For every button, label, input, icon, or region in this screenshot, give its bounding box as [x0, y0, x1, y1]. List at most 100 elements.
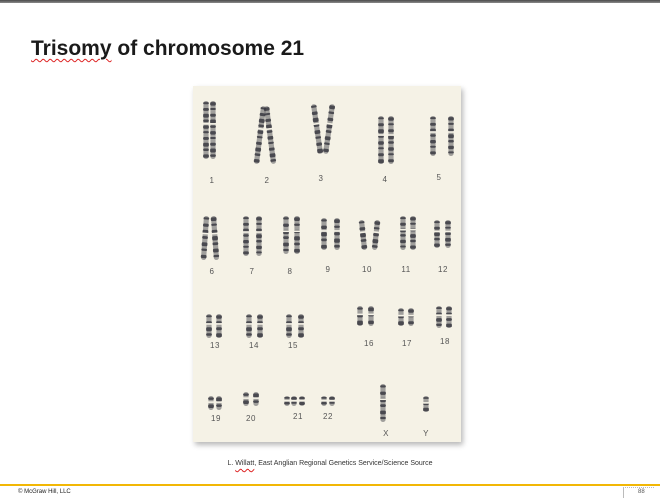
chromatid — [444, 220, 452, 248]
caption-author: Willatt — [235, 460, 255, 467]
chromatid — [207, 396, 215, 410]
footer-accent-bar — [0, 484, 660, 486]
chromatid — [367, 306, 375, 326]
chromatid — [429, 116, 437, 156]
chromosome-pair-14 — [245, 314, 264, 338]
chromosome-label-9: 9 — [326, 265, 331, 274]
chromosome-pair-3 — [310, 104, 336, 154]
top-border — [0, 0, 660, 3]
title-rest: of chromosome 21 — [111, 37, 305, 60]
chromosome-label-22: 22 — [323, 412, 333, 421]
chromatid — [328, 396, 336, 406]
chromosome-label-6: 6 — [210, 267, 215, 276]
chromosome-pair-7 — [242, 216, 263, 256]
slide-title: Trisomy of chromosome 21 — [31, 37, 304, 61]
chromosome-label-16: 16 — [364, 339, 374, 348]
title-word-trisomy: Trisomy — [31, 37, 112, 60]
chromosome-label-21: 21 — [293, 412, 303, 421]
chromatid — [409, 216, 417, 250]
chromatid — [297, 314, 305, 338]
caption-prefix: L. — [227, 460, 236, 467]
chromatid — [298, 396, 306, 406]
copyright-text: © McGraw Hill, LLC — [18, 489, 71, 495]
chromosome-pair-X — [379, 384, 387, 422]
chromosome-pair-9 — [320, 218, 341, 250]
caption-source: , East Anglian Regional Genetics Service… — [254, 460, 433, 467]
chromatid — [445, 306, 453, 328]
chromosome-label-8: 8 — [288, 267, 293, 276]
chromatid — [433, 220, 441, 248]
chromatid — [245, 314, 253, 338]
image-credit: L. Willatt, East Anglian Regional Geneti… — [0, 460, 660, 467]
chromosome-pair-8 — [282, 216, 301, 254]
chromatid — [263, 106, 277, 164]
chromosome-label-X: X — [383, 429, 389, 438]
chromosome-pair-21 — [283, 396, 306, 406]
chromatid — [215, 396, 223, 410]
karyotype-image: 1 2 3 4 5 6 7 8 9 10 11 12 13 14 15 16 17 18 19 20 21 22 X Y — [193, 86, 461, 442]
chromatid — [407, 308, 415, 326]
chromatid — [255, 216, 263, 256]
chromosome-pair-4 — [377, 116, 395, 164]
chromatid — [285, 314, 293, 338]
chromosome-label-18: 18 — [440, 337, 450, 346]
chromosome-label-10: 10 — [362, 265, 372, 274]
chromatid — [399, 216, 407, 250]
chromosome-pair-12 — [433, 220, 452, 248]
chromosome-label-13: 13 — [210, 341, 220, 350]
chromatid — [310, 104, 324, 154]
chromatid — [202, 101, 210, 159]
chromatid — [377, 116, 385, 164]
chromosome-label-17: 17 — [402, 339, 412, 348]
chromatid — [356, 306, 364, 326]
chromosome-label-3: 3 — [319, 174, 324, 183]
chromatid — [210, 216, 220, 260]
chromosome-label-5: 5 — [437, 173, 442, 182]
chromosome-label-Y: Y — [423, 429, 429, 438]
chromatid — [242, 216, 250, 256]
chromosome-pair-10 — [358, 220, 381, 250]
chromosome-label-11: 11 — [401, 265, 410, 274]
chromatid — [293, 216, 301, 254]
chromatid — [283, 396, 291, 406]
chromatid — [200, 216, 210, 260]
chromatid — [422, 396, 430, 412]
chromatid — [371, 220, 381, 250]
chromatid — [387, 116, 395, 164]
page-number-box — [623, 487, 654, 498]
chromatid — [323, 104, 336, 154]
chromosome-label-2: 2 — [265, 176, 270, 185]
chromosome-pair-17 — [397, 308, 415, 326]
chromosome-label-7: 7 — [250, 267, 255, 276]
chromatid — [379, 384, 387, 422]
chromatid — [256, 314, 264, 338]
chromosome-label-15: 15 — [288, 341, 298, 350]
chromosome-label-12: 12 — [438, 265, 448, 274]
chromosome-pair-22 — [320, 396, 336, 406]
chromatid — [435, 306, 443, 328]
chromatid — [320, 396, 328, 406]
chromatid — [358, 220, 368, 250]
chromosome-label-19: 19 — [211, 414, 221, 423]
chromosome-pair-15 — [285, 314, 305, 338]
chromosome-pair-Y — [422, 396, 430, 412]
chromatid — [290, 396, 298, 406]
chromatid — [282, 216, 290, 254]
chromatid — [320, 218, 328, 250]
chromosome-label-4: 4 — [383, 175, 388, 184]
chromatid — [215, 314, 223, 338]
chromosome-pair-16 — [356, 306, 375, 326]
chromatid — [397, 308, 405, 326]
chromosome-pair-13 — [205, 314, 223, 338]
chromosome-pair-5 — [429, 116, 455, 156]
chromatid — [242, 392, 250, 406]
chromosome-pair-6 — [200, 216, 220, 260]
chromatid — [447, 116, 455, 156]
chromatid — [205, 314, 213, 338]
chromosome-pair-11 — [399, 216, 417, 250]
chromatid — [333, 218, 341, 250]
chromosome-pair-20 — [242, 392, 260, 406]
chromosome-pair-1 — [202, 101, 217, 159]
chromosome-pair-2 — [253, 106, 277, 164]
